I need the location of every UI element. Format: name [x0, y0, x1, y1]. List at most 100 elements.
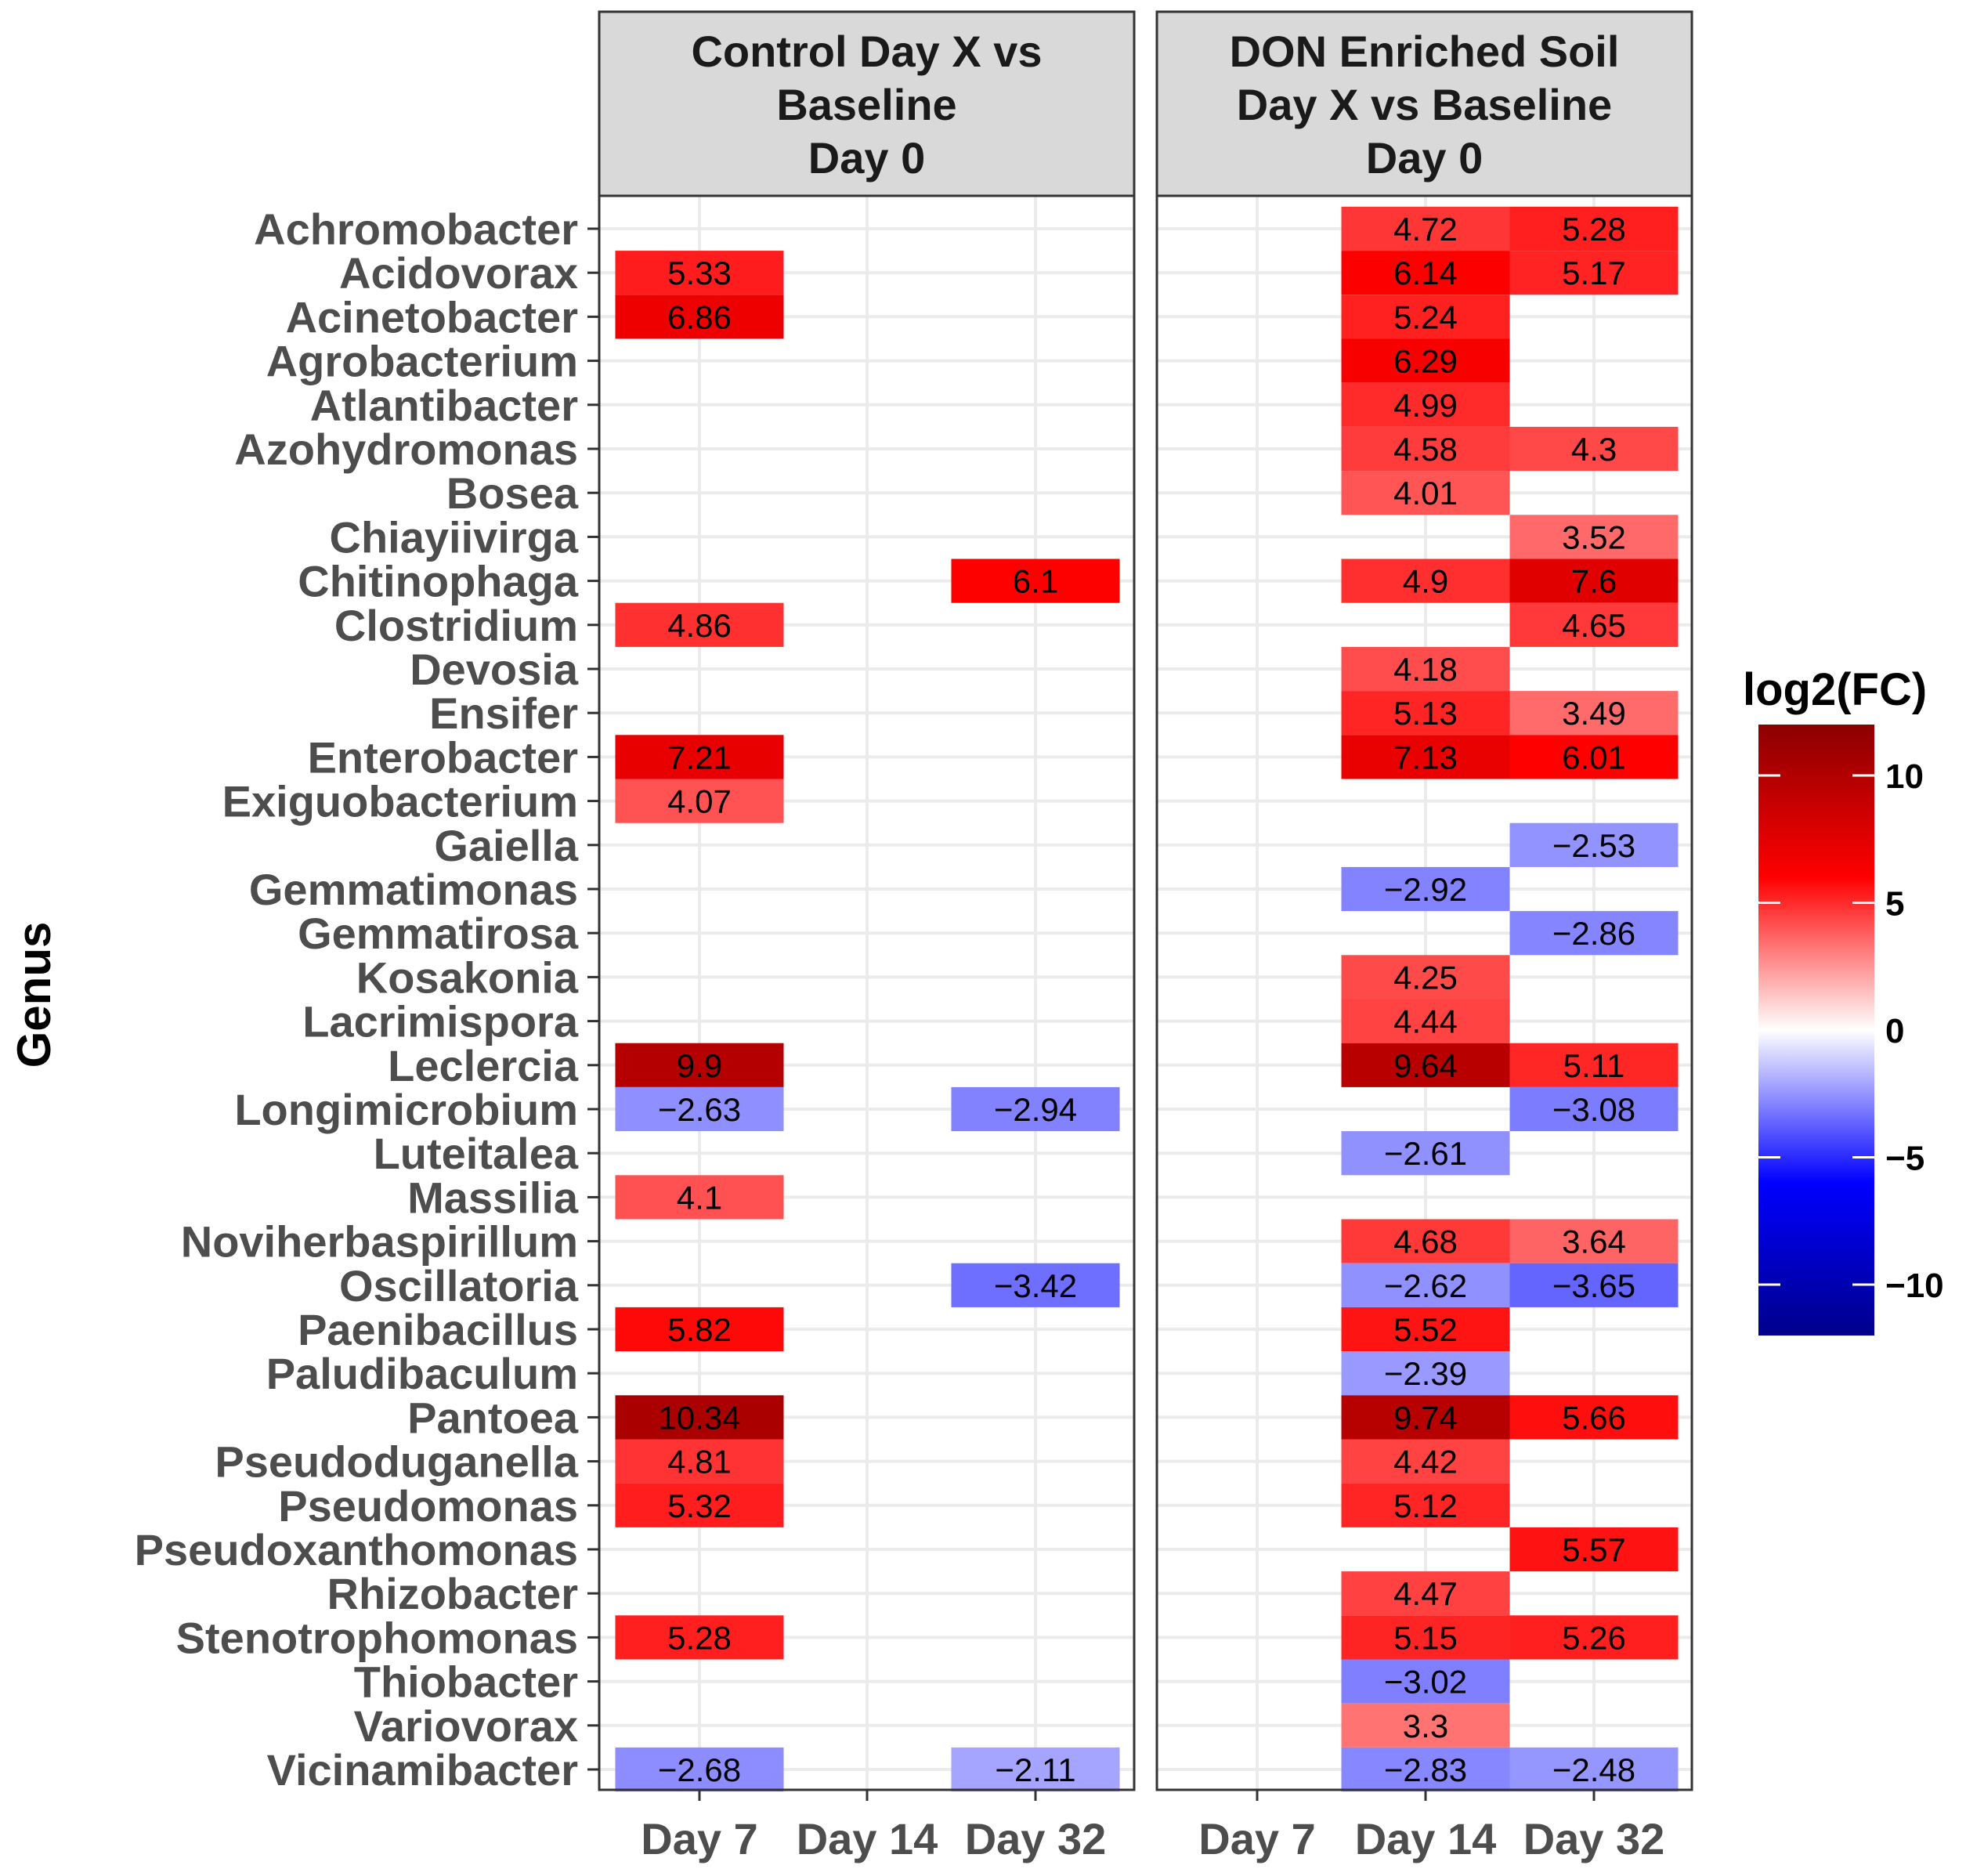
- heat-cell: [1341, 338, 1510, 383]
- heat-cell: [1509, 515, 1679, 559]
- heat-cell-label: 5.12: [1393, 1487, 1458, 1524]
- heat-cell: [1341, 646, 1510, 692]
- heat-cell-label: 5.33: [667, 255, 732, 291]
- heat-cell-label: 4.25: [1393, 959, 1458, 996]
- heat-cell: [1509, 911, 1679, 956]
- panel-1-title-line: Day 0: [808, 133, 925, 183]
- heat-cell: [1341, 1615, 1510, 1660]
- heat-cell: [615, 1086, 784, 1132]
- y-tick-label: Ensifer: [429, 689, 578, 738]
- heat-cell-label: 5.52: [1393, 1311, 1458, 1348]
- heat-cell-label: 4.01: [1393, 475, 1458, 511]
- heat-cell-label: 5.28: [1562, 211, 1626, 248]
- y-tick-label: Oscillatoria: [339, 1261, 579, 1310]
- heat-cell-label: 9.9: [677, 1047, 722, 1084]
- heat-cell-label: −2.94: [994, 1091, 1077, 1128]
- y-tick-label: Vicinamibacter: [267, 1745, 578, 1795]
- heat-cell-label: 4.81: [667, 1444, 732, 1480]
- legend-tick-label: −10: [1885, 1267, 1944, 1305]
- heat-cell: [615, 1615, 784, 1660]
- heat-cell-label: 4.72: [1393, 211, 1458, 248]
- heat-cell-label: −2.11: [995, 1751, 1075, 1788]
- heat-cell: [615, 295, 784, 339]
- y-tick-label: Pseudoduganella: [215, 1437, 578, 1487]
- heat-cell-label: 6.1: [1013, 563, 1058, 600]
- heat-cell: [615, 779, 784, 823]
- heat-cell: [1341, 1747, 1510, 1792]
- y-tick-label: Variovorax: [354, 1701, 578, 1751]
- heat-cell: [1341, 206, 1510, 251]
- heat-cell: [1509, 206, 1679, 251]
- heat-cell: [951, 1086, 1120, 1132]
- heat-cell: [1341, 471, 1510, 515]
- heat-cell: [1509, 1086, 1679, 1132]
- y-tick-label: Paludibaculum: [266, 1349, 578, 1398]
- heat-cell-label: −2.83: [1384, 1751, 1467, 1788]
- heat-cell: [1341, 955, 1510, 999]
- x-tick-label: Day 7: [1198, 1814, 1315, 1863]
- x-tick-label: Day 14: [797, 1814, 938, 1863]
- heat-cell-label: 6.86: [667, 298, 732, 335]
- legend-tick-label: −5: [1885, 1140, 1924, 1178]
- panel-1-title-line: Baseline: [776, 80, 956, 129]
- y-tick-label: Bosea: [446, 468, 579, 518]
- panel-2-title-line: DON Enriched Soil: [1230, 27, 1620, 76]
- y-tick-label: Kosakonia: [356, 952, 579, 1002]
- heat-cell: [1341, 1263, 1510, 1307]
- y-tick-label: Lacrimispora: [302, 997, 579, 1046]
- heat-cell: [1509, 558, 1679, 603]
- heat-cell: [1341, 1043, 1510, 1087]
- heat-cell: [1341, 1659, 1510, 1704]
- heat-cell: [1341, 1219, 1510, 1263]
- panel-2-strip: [1155, 10, 1693, 197]
- heat-cell-label: −3.02: [1384, 1664, 1467, 1701]
- y-tick-label: Chitinophaga: [298, 557, 579, 606]
- heat-cell: [615, 1175, 784, 1220]
- heat-cell: [951, 1747, 1120, 1792]
- heat-cell: [1509, 822, 1679, 867]
- heat-cell: [1341, 866, 1510, 912]
- heat-cell-label: 4.65: [1562, 607, 1626, 644]
- y-tick-label: Pantoea: [407, 1393, 579, 1442]
- panel-1-title-line: Control Day X vs: [691, 27, 1042, 76]
- x-tick-label: Day 32: [965, 1814, 1107, 1863]
- heat-cell-label: 5.57: [1562, 1531, 1626, 1568]
- heat-cell-label: 3.52: [1562, 519, 1626, 555]
- heat-cell: [615, 251, 784, 295]
- heat-cell-label: −2.48: [1552, 1751, 1635, 1788]
- heat-cell-label: 4.86: [667, 607, 732, 644]
- heat-cell: [1341, 1439, 1510, 1484]
- panel-2-title-line: Day X vs Baseline: [1237, 80, 1612, 129]
- heat-cell-label: 4.44: [1393, 1003, 1458, 1040]
- heat-cell-label: 9.64: [1393, 1047, 1458, 1084]
- heat-cell: [1341, 1131, 1510, 1176]
- heat-cell-label: 5.66: [1562, 1399, 1626, 1436]
- y-tick-label: Gaiella: [434, 821, 579, 870]
- heat-cell-label: 4.47: [1393, 1575, 1458, 1612]
- heat-cell: [1509, 602, 1679, 647]
- heat-cell-label: 6.14: [1393, 255, 1458, 291]
- heat-cell: [951, 558, 1120, 603]
- heat-cell-label: 5.26: [1562, 1619, 1626, 1656]
- heat-cell: [1509, 1527, 1679, 1572]
- y-tick-label: Acidovorax: [339, 248, 578, 298]
- y-tick-label: Noviherbaspirillum: [181, 1217, 578, 1267]
- x-tick-label: Day 14: [1355, 1814, 1497, 1863]
- heat-cell: [615, 1747, 784, 1792]
- heat-cell: [615, 1439, 784, 1484]
- heat-cell: [1341, 295, 1510, 339]
- x-tick-label: Day 32: [1523, 1814, 1665, 1863]
- heat-cell-label: 4.68: [1393, 1224, 1458, 1260]
- heat-cell: [1509, 1219, 1679, 1263]
- y-tick-label: Massilia: [407, 1173, 579, 1222]
- y-tick-label: Pseudomonas: [278, 1481, 578, 1531]
- heat-cell: [1341, 558, 1510, 603]
- heat-cell-label: −2.68: [658, 1751, 741, 1788]
- heat-cell: [1509, 1615, 1679, 1660]
- heat-cell: [615, 735, 784, 779]
- y-tick-label: Chiayiivirga: [330, 512, 579, 562]
- legend-tick-label: 10: [1885, 757, 1924, 796]
- panel-2-title-line: Day 0: [1366, 133, 1483, 183]
- heat-cell: [615, 1483, 784, 1527]
